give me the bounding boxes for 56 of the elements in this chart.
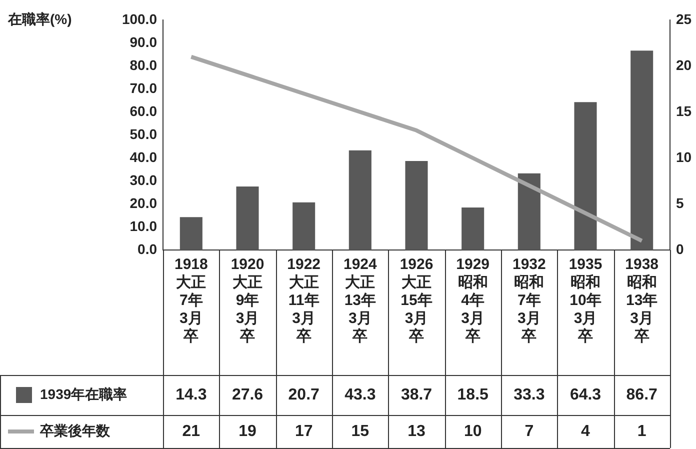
bar	[348, 150, 372, 250]
x-tick-label: 1929 昭和4年3月卒	[456, 256, 490, 346]
y-tick-label: 20.0	[130, 194, 158, 211]
data-label: 13	[408, 422, 426, 440]
data-label: 27.6	[232, 386, 264, 404]
y-tick-label: 40.0	[130, 148, 158, 165]
legend-label: 卒業後年数	[39, 422, 111, 438]
x-tick-label: 1918 大正7年3月卒	[174, 256, 208, 346]
y-tick-label: 90.0	[130, 34, 158, 50]
x-tick-label: 1924 大正13年3月卒	[343, 256, 378, 346]
y-tick-label: 50.0	[130, 126, 158, 142]
bar	[518, 173, 540, 250]
data-label: 21	[182, 422, 200, 440]
data-label: 1	[637, 422, 646, 440]
x-tick-label: 1920 大正9年3月卒	[230, 256, 264, 346]
bar	[236, 186, 259, 250]
data-label: 86.7	[626, 386, 658, 404]
y2-tick-label: 15	[676, 102, 692, 119]
data-label: 4	[581, 422, 590, 440]
y2-tick-label: 0	[676, 240, 684, 257]
y-tick-label: 0.0	[138, 240, 158, 257]
y2-tick-label: 10	[676, 148, 692, 165]
y-tick-label: 60.0	[130, 102, 158, 119]
y-tick-label: 80.0	[130, 56, 158, 73]
x-tick-label: 1922 大正11年3月卒	[287, 256, 321, 346]
data-label: 7	[524, 422, 534, 440]
x-tick-label: 1926 大正15年3月卒	[400, 256, 434, 346]
y2-tick-label: 25	[676, 10, 692, 27]
y-tick-label: 70.0	[130, 80, 158, 96]
data-label: 19	[238, 422, 256, 440]
legend-label: 1939年在職率	[40, 386, 128, 402]
bar	[630, 50, 654, 250]
data-label: 15	[351, 422, 370, 440]
y-tick-label: 10.0	[130, 218, 158, 234]
y-axis-title: 在職率(%)	[7, 10, 72, 27]
bar	[292, 202, 316, 250]
data-label: 33.3	[514, 386, 545, 404]
data-label: 18.5	[457, 386, 489, 404]
data-label: 64.3	[570, 386, 602, 404]
data-label: 17	[294, 422, 313, 440]
y2-tick-label: 5	[676, 194, 684, 211]
bar	[180, 217, 202, 250]
data-label: 10	[464, 422, 482, 440]
data-label: 20.7	[288, 386, 320, 404]
x-tick-label: 1932 昭和7年3月卒	[512, 256, 546, 346]
data-label: 14.3	[176, 386, 207, 404]
bar	[462, 207, 484, 250]
y-tick-label: 100.0	[122, 10, 158, 27]
x-tick-label: 1938 昭和13年3月卒	[625, 256, 659, 346]
bar	[405, 160, 428, 250]
bar	[574, 102, 597, 250]
y-tick-label: 30.0	[130, 172, 158, 188]
y2-tick-label: 20	[676, 56, 692, 73]
x-tick-label: 1935 昭和10年3月卒	[568, 256, 602, 346]
data-label: 43.3	[344, 386, 376, 404]
data-label: 38.7	[400, 386, 432, 404]
